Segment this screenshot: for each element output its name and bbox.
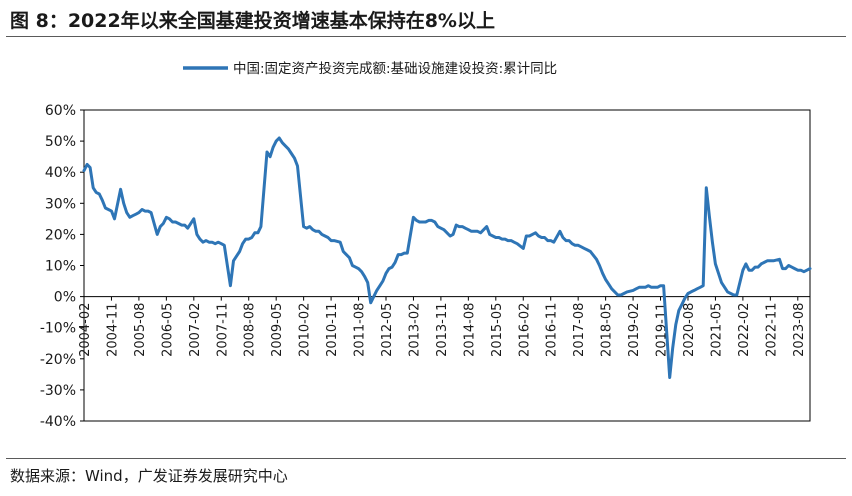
x-tick-label: 2016-02 bbox=[517, 303, 532, 357]
x-tick-label: 2013-02 bbox=[407, 303, 422, 357]
y-tick-label: -40% bbox=[40, 414, 76, 430]
x-tick-label: 2011-08 bbox=[353, 303, 368, 357]
legend-label: 中国:固定资产投资完成额:基础设施建设投资:累计同比 bbox=[233, 60, 557, 77]
x-axis: 2004-02 2004-11 2005-08 2006-05 2007-02 2007-… bbox=[78, 296, 807, 357]
y-tick-label: -20% bbox=[40, 352, 76, 368]
x-tick-label: 2014-08 bbox=[462, 303, 477, 357]
plot-area bbox=[83, 109, 811, 422]
x-tick-label: 2018-05 bbox=[600, 303, 615, 357]
x-tick-label: 2006-05 bbox=[160, 303, 175, 357]
x-tick-label: 2009-05 bbox=[270, 303, 285, 357]
y-tick-label: 10% bbox=[45, 259, 76, 275]
y-tick-label: 0% bbox=[54, 290, 76, 306]
y-tick-label: 50% bbox=[45, 134, 76, 150]
y-tick-label: 60% bbox=[45, 103, 76, 119]
x-tick-label: 2022-02 bbox=[737, 303, 752, 357]
x-tick-label: 2007-11 bbox=[215, 303, 230, 357]
source-divider bbox=[6, 458, 846, 459]
chart-title: 图 8：2022年以来全国基建投资增速基本保持在8%以上 bbox=[10, 10, 495, 32]
x-tick-label: 2010-02 bbox=[298, 303, 313, 357]
x-tick-label: 2015-05 bbox=[490, 303, 505, 357]
x-tick-label: 2017-08 bbox=[572, 303, 587, 357]
y-tick-label: 30% bbox=[45, 196, 76, 212]
x-tick-label: 2020-08 bbox=[682, 303, 697, 357]
title-divider bbox=[6, 36, 846, 37]
x-tick-label: 2016-11 bbox=[545, 303, 560, 357]
series-line-0 bbox=[82, 136, 812, 379]
x-tick-label: 2004-11 bbox=[105, 303, 120, 357]
y-tick-label: -30% bbox=[40, 383, 76, 399]
y-tick-label: 20% bbox=[45, 227, 76, 243]
x-tick-label: 2004-02 bbox=[78, 303, 93, 357]
y-tick-label: 40% bbox=[45, 165, 76, 181]
y-axis: -40% -30% -20% -10% 0% 10% 20% 30% 40% 50% 60% bbox=[40, 103, 84, 430]
x-tick-label: 2010-11 bbox=[325, 303, 340, 357]
legend: 中国:固定资产投资完成额:基础设施建设投资:累计同比 bbox=[183, 60, 557, 77]
x-tick-label: 2019-02 bbox=[627, 303, 642, 357]
x-tick-label: 2013-11 bbox=[435, 303, 450, 357]
x-tick-label: 2021-05 bbox=[709, 303, 724, 357]
x-tick-label: 2007-02 bbox=[188, 303, 203, 357]
x-tick-label: 2023-08 bbox=[792, 303, 807, 357]
x-tick-label: 2008-08 bbox=[243, 303, 258, 357]
x-tick-label: 2012-05 bbox=[380, 303, 395, 357]
x-tick-label: 2022-11 bbox=[764, 303, 779, 357]
y-tick-label: -10% bbox=[40, 321, 76, 337]
x-tick-label: 2005-08 bbox=[133, 303, 148, 357]
source-note: 数据来源：Wind，广发证券发展研究中心 bbox=[10, 467, 288, 485]
